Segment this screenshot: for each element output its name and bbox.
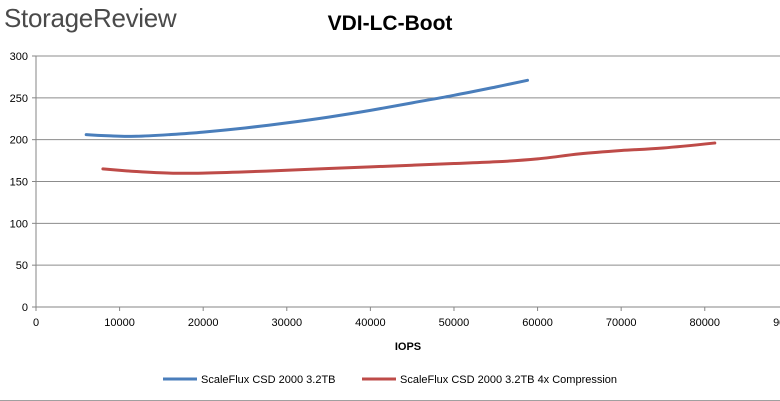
gridlines [36,55,780,266]
series-line-1 [84,78,529,138]
x-tick-label: 70000 [606,317,637,329]
y-tick-label: 250 [10,93,28,105]
y-tick-label: 150 [10,177,28,189]
chart-title: VDI-LC-Boot [327,12,453,35]
x-tick-label: 40000 [355,317,386,329]
tick-labels: 0 50 100 150 200 250 300 0 10000 20000 30000 40000 5… [10,51,780,353]
storagereview-logo: StorageReview [4,3,177,33]
y-tick-label: 50 [16,260,28,272]
x-tick-label: 80000 [689,317,720,329]
series-line-2 [101,141,717,175]
series-lines [84,78,717,175]
x-tick-label: 60000 [522,317,553,329]
legend: ScaleFlux CSD 2000 3.2TB ScaleFlux CSD 20… [163,374,617,386]
x-tick-label: 30000 [271,317,302,329]
x-tick-label: 90000 [773,317,780,329]
y-tick-label: 300 [10,51,28,63]
y-tick-label: 100 [10,218,28,230]
x-tick-label: 10000 [104,317,135,329]
x-tick-label: 20000 [188,317,219,329]
x-axis-title: IOPS [395,341,421,353]
legend-label-2: ScaleFlux CSD 2000 3.2TB 4x Compression [400,374,617,386]
y-tick-label: 0 [22,302,28,314]
y-tick-label: 200 [10,135,28,147]
legend-label-1: ScaleFlux CSD 2000 3.2TB [201,374,336,386]
x-tick-label: 50000 [439,317,470,329]
x-tick-label: 0 [33,317,39,329]
axes [32,55,780,311]
